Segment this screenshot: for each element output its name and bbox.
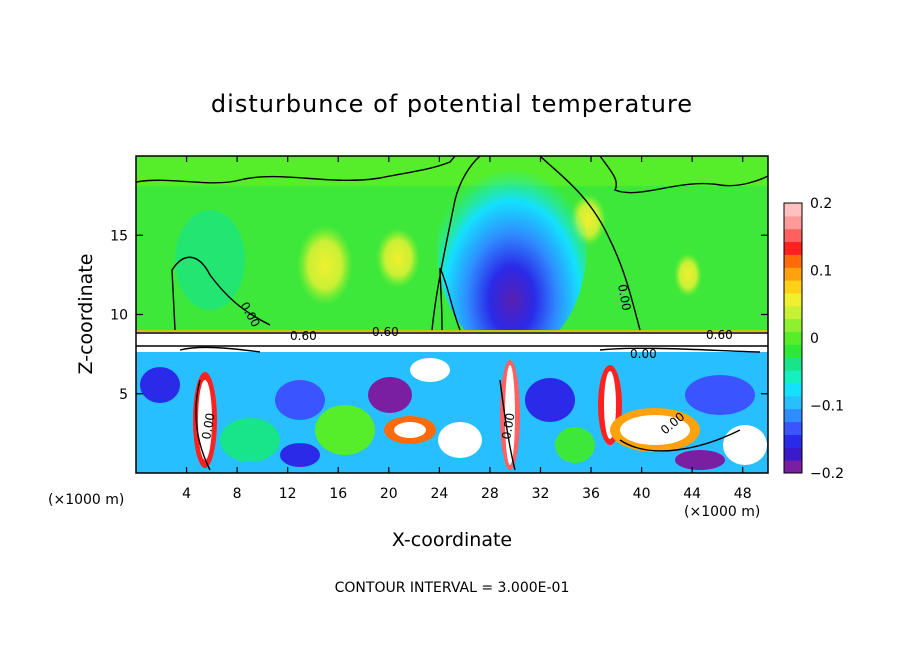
x-tick-label: 48 bbox=[734, 486, 752, 502]
x-unit-left: (×1000 m) bbox=[48, 492, 124, 508]
cold-plume bbox=[437, 156, 587, 355]
yellow-patch-2 bbox=[376, 228, 420, 288]
y-axis: 5 10 15 bbox=[110, 228, 768, 403]
colorbar-swatch bbox=[784, 395, 802, 410]
colorbar-swatch bbox=[784, 203, 802, 217]
colorbar-swatch bbox=[784, 421, 802, 435]
colorbar-swatch bbox=[784, 344, 802, 358]
contour-interval-footer: CONTOUR INTERVAL = 3.000E-01 bbox=[335, 580, 570, 596]
green-patch bbox=[175, 210, 245, 310]
colorbar-swatch bbox=[784, 228, 802, 243]
colorbar-swatch bbox=[784, 318, 802, 333]
contour-label: 0.60 bbox=[290, 329, 317, 343]
x-tick-label: 44 bbox=[683, 486, 701, 502]
heatmap-field: 0.60 0.60 0.60 0.00 0.00 0.00 0.00 0.00 … bbox=[136, 156, 768, 473]
colorbar-swatch bbox=[784, 215, 802, 230]
contour-label: 0.60 bbox=[372, 325, 399, 339]
colorbar-tick-label: 0 bbox=[810, 331, 819, 347]
contour-label: 0.00 bbox=[499, 412, 517, 441]
colorbar-swatch bbox=[784, 254, 802, 268]
colorbar-swatch bbox=[784, 293, 802, 307]
colorbar-tick-label: −0.2 bbox=[810, 466, 844, 482]
yellow-patch-1 bbox=[297, 225, 353, 305]
chart-title: disturbunce of potential temperature bbox=[211, 90, 693, 118]
x-tick-label: 16 bbox=[329, 486, 347, 502]
x-tick-label: 8 bbox=[233, 486, 242, 502]
x-axis-label: X-coordinate bbox=[392, 529, 512, 551]
colorbar-swatch bbox=[784, 447, 802, 461]
contour-label: 0.00 bbox=[615, 283, 633, 312]
contour-label: 0.60 bbox=[706, 328, 733, 342]
yellow-patch-3 bbox=[674, 253, 702, 297]
x-tick-label: 28 bbox=[481, 486, 499, 502]
x-tick-label: 36 bbox=[582, 486, 600, 502]
y-tick-label: 5 bbox=[119, 387, 128, 403]
colorbar-tick-label: 0.2 bbox=[810, 196, 832, 212]
x-tick-label: 20 bbox=[380, 486, 398, 502]
x-unit-right: (×1000 m) bbox=[684, 504, 760, 520]
colorbar-tick-label: 0.1 bbox=[810, 264, 832, 280]
x-axis: 4 8 12 16 20 24 28 32 36 40 44 48 bbox=[182, 156, 752, 502]
colorbar-swatch bbox=[784, 370, 802, 384]
colorbar-frame bbox=[783, 202, 803, 474]
x-tick-label: 32 bbox=[532, 486, 550, 502]
x-tick-label: 40 bbox=[633, 486, 651, 502]
x-tick-label: 12 bbox=[279, 486, 297, 502]
contour-label: 0.00 bbox=[199, 412, 217, 441]
colorbar-swatch bbox=[784, 267, 802, 281]
colorbar-swatch bbox=[784, 241, 802, 255]
colorbar-swatch bbox=[784, 434, 802, 448]
x-tick-label: 24 bbox=[430, 486, 448, 502]
colorbar: 0.2 0.1 0 −0.1 −0.2 bbox=[783, 196, 844, 482]
colorbar-swatch bbox=[784, 331, 802, 345]
y-tick-label: 10 bbox=[110, 308, 128, 324]
colorbar-swatch bbox=[784, 357, 802, 371]
turbulent-blobs bbox=[140, 358, 767, 470]
contour-label-group: 0.60 0.60 0.60 0.00 0.00 0.00 0.00 0.00 … bbox=[199, 283, 733, 440]
x-tick-label: 4 bbox=[182, 486, 191, 502]
contour-label: 0.00 bbox=[630, 347, 657, 361]
colorbar-swatch bbox=[784, 383, 802, 397]
colorbar-swatch bbox=[784, 460, 802, 474]
colorbar-swatch bbox=[784, 305, 802, 320]
y-tick-label: 15 bbox=[110, 228, 128, 244]
contour-lines bbox=[136, 156, 768, 471]
colorbar-swatch bbox=[784, 280, 802, 294]
colorbar-tick-label: −0.1 bbox=[810, 399, 844, 415]
colorbar-swatch bbox=[784, 408, 802, 423]
y-axis-label: Z-coordinate bbox=[75, 254, 97, 375]
